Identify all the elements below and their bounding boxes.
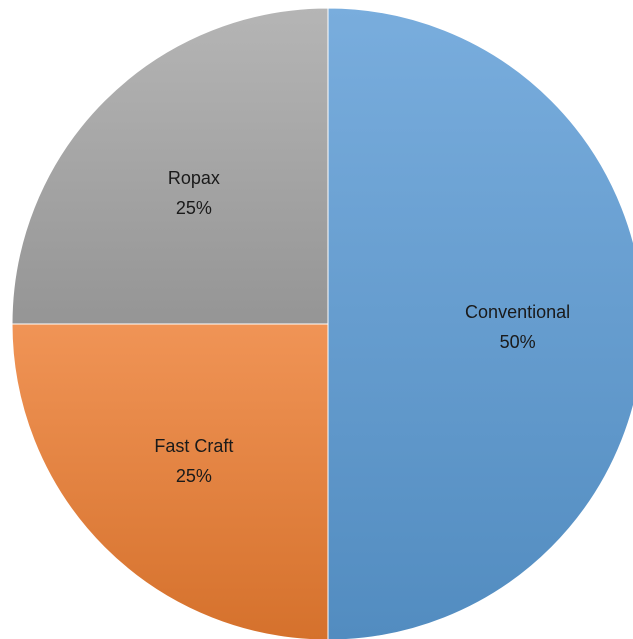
labels-group: Conventional 50% Fast Craft 25% Ropax 25% <box>154 168 570 486</box>
slice-label-conventional: Conventional 50% <box>465 302 570 352</box>
slice-percent-ropax: 25% <box>176 198 212 218</box>
slice-category-conventional: Conventional <box>465 302 570 322</box>
slice-percent-fast-craft: 25% <box>176 466 212 486</box>
pie-slice-fast-craft <box>11 323 329 639</box>
pie-slice-conventional <box>327 7 633 639</box>
slice-category-fast-craft: Fast Craft <box>154 436 233 456</box>
slice-category-ropax: Ropax <box>168 168 220 188</box>
slices-group <box>11 7 633 639</box>
slice-percent-conventional: 50% <box>500 332 536 352</box>
slice-label-ropax: Ropax 25% <box>168 168 220 218</box>
pie-slice-ropax <box>11 7 329 325</box>
slice-label-fast-craft: Fast Craft 25% <box>154 436 233 486</box>
